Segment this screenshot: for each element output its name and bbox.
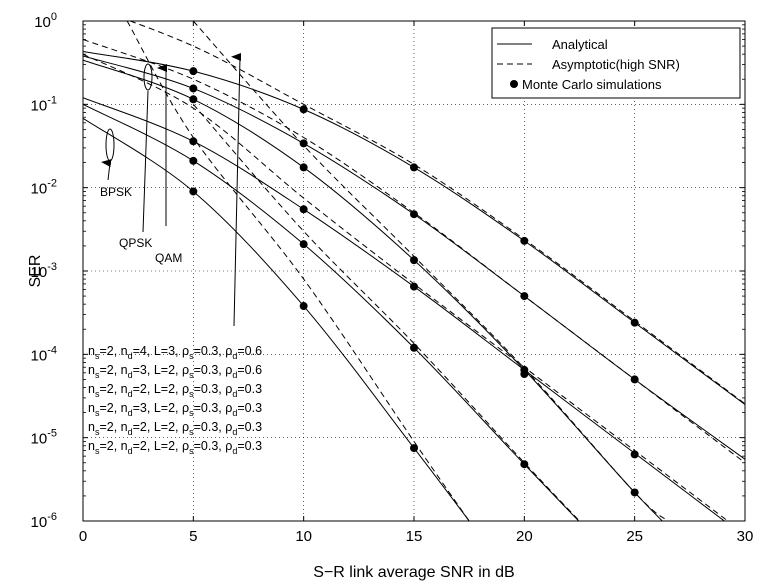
legend-marker-sample <box>510 80 518 88</box>
y-tick-label: 10-3 <box>31 261 57 281</box>
monte-carlo-point <box>520 460 529 469</box>
qam-label: QAM <box>155 251 182 265</box>
params-arrow <box>231 53 242 327</box>
x-tick-label: 20 <box>516 528 533 545</box>
grid <box>83 21 745 521</box>
monte-carlo-point <box>630 488 639 497</box>
y-tick-label: 10-1 <box>31 94 57 114</box>
monte-carlo-point <box>520 370 529 379</box>
monte-carlo-point <box>299 139 308 148</box>
monte-carlo-point <box>189 84 198 93</box>
monte-carlo-point <box>410 163 418 172</box>
markers <box>189 67 639 497</box>
asymptotic-curve-6 <box>126 21 470 521</box>
monte-carlo-point <box>410 210 418 219</box>
y-tick-label: 10-5 <box>31 428 57 448</box>
bpsk-arrow <box>101 159 112 181</box>
monte-carlo-point <box>189 95 198 104</box>
parameter-line: ns=2, nd=3, L=2, ρs=0.3, ρd=0.3 <box>88 401 262 418</box>
asymptotic-curve-5 <box>192 104 580 521</box>
monte-carlo-point <box>410 256 418 265</box>
x-tick-label: 0 <box>79 528 87 545</box>
legend: Analytical Asymptotic(high SNR) Monte Ca… <box>491 27 741 99</box>
monte-carlo-point <box>189 67 198 76</box>
analytical-curve-6 <box>83 117 470 521</box>
legend-entry-monte-carlo: Monte Carlo simulations <box>522 77 662 92</box>
monte-carlo-point <box>410 282 418 291</box>
monte-carlo-point <box>189 187 198 196</box>
monte-carlo-point <box>520 236 529 245</box>
parameter-line: ns=2, nd=3, L=2, ρs=0.3, ρd=0.6 <box>88 363 262 380</box>
x-tick-label: 15 <box>406 528 423 545</box>
analytical-curve-5 <box>83 103 580 521</box>
parameter-line: ns=2, nd=4, L=3, ρs=0.3, ρd=0.6 <box>88 344 262 361</box>
qpsk-label: QPSK <box>119 236 152 250</box>
parameter-line: ns=2, nd=2, L=2, ρs=0.3, ρd=0.3 <box>88 382 262 399</box>
y-tick-label: 100 <box>34 11 57 31</box>
y-tick-label: 10-6 <box>31 511 57 531</box>
monte-carlo-point <box>630 375 639 384</box>
parameter-line: ns=2, nd=2, L=2, ρs=0.3, ρd=0.3 <box>88 420 262 437</box>
legend-entry-asymptotic: Asymptotic(high SNR) <box>552 57 680 72</box>
legend-entry-analytical: Analytical <box>552 37 608 52</box>
monte-carlo-point <box>299 240 308 249</box>
x-tick-label: 10 <box>295 528 312 545</box>
annotations: BPSK QPSK QAM <box>100 53 242 327</box>
analytical-curve-3 <box>83 59 663 521</box>
monte-carlo-point <box>520 292 529 301</box>
monte-carlo-point <box>299 205 308 214</box>
monte-carlo-point <box>189 156 198 165</box>
monte-carlo-point <box>410 343 418 352</box>
x-tick-label: 30 <box>737 528 754 545</box>
ticks: 0 5 10 15 20 25 30 10-6 10-5 10-4 10-3 10-2 10-1 100 <box>31 11 754 545</box>
monte-carlo-point <box>299 163 308 172</box>
monte-carlo-point <box>299 302 308 311</box>
y-axis-label: SER <box>27 255 44 288</box>
qpsk-arrow <box>142 90 149 233</box>
parameter-line: ns=2, nd=2, L=2, ρs=0.3, ρd=0.3 <box>88 439 262 456</box>
x-tick-label: 5 <box>189 528 197 545</box>
monte-carlo-point <box>630 318 639 327</box>
legend-box <box>491 27 741 99</box>
x-tick-label: 25 <box>626 528 643 545</box>
parameter-list: ns=2, nd=4, L=3, ρs=0.3, ρd=0.6 ns=2, nd=… <box>88 344 262 456</box>
x-axis-label: S−R link average SNR in dB <box>313 564 514 581</box>
bpsk-group-ellipse <box>105 128 115 162</box>
bpsk-label: BPSK <box>100 185 132 199</box>
monte-carlo-point <box>189 137 198 146</box>
monte-carlo-point <box>410 444 418 453</box>
y-tick-label: 10-4 <box>31 344 57 364</box>
asymptotic-curve-3 <box>192 21 669 521</box>
y-tick-label: 10-2 <box>31 178 57 198</box>
monte-carlo-point <box>299 105 308 114</box>
qpsk-group-ellipse <box>143 63 153 91</box>
monte-carlo-point <box>630 450 639 459</box>
